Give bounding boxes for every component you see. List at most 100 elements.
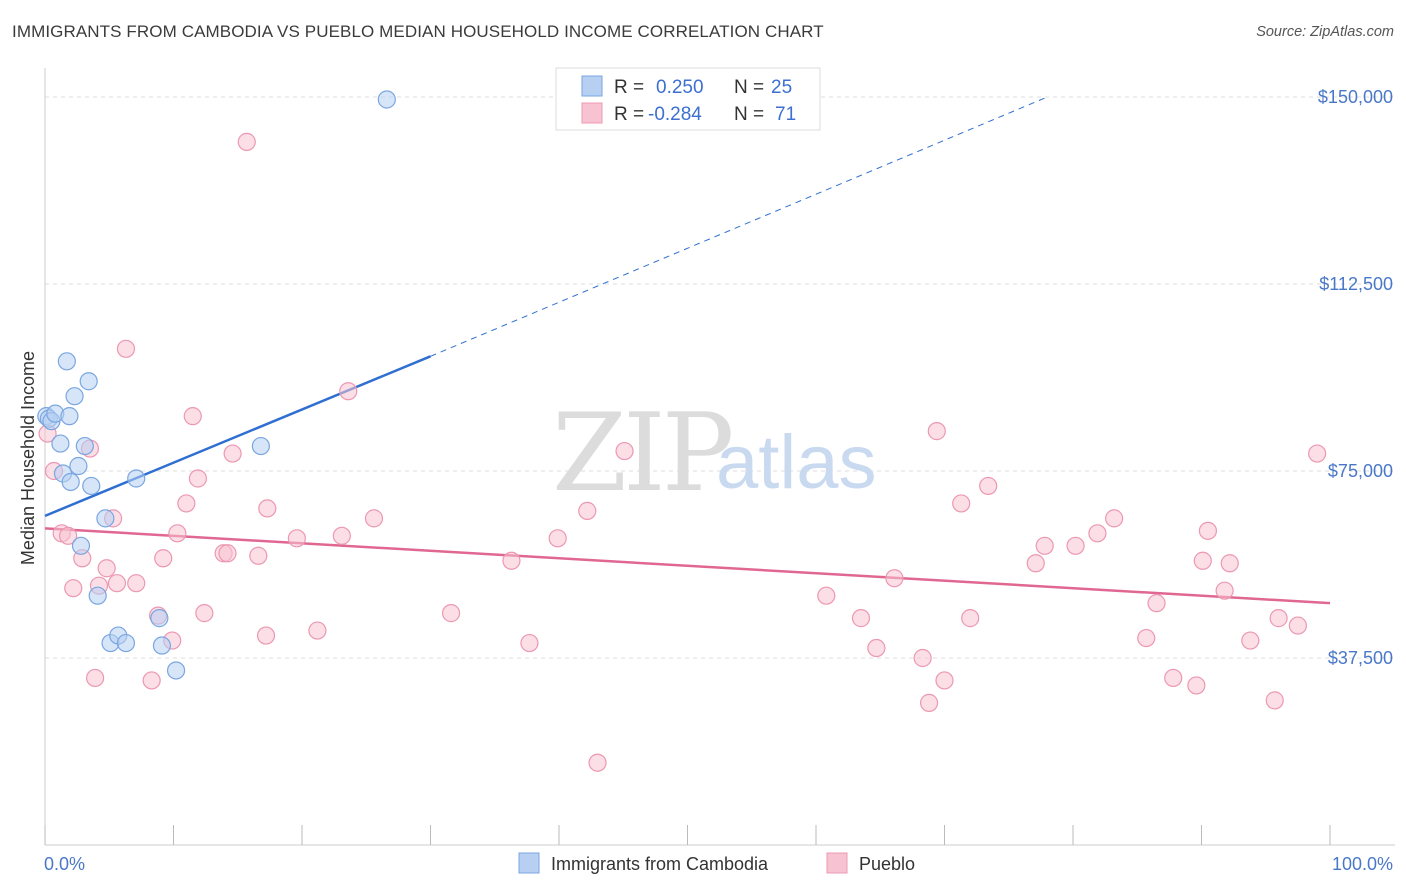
point-pueblo bbox=[1066, 536, 1085, 555]
y-tick-label: $112,500 bbox=[1319, 274, 1393, 294]
chart-title: IMMIGRANTS FROM CAMBODIA VS PUEBLO MEDIA… bbox=[12, 22, 824, 41]
point-cambodia bbox=[57, 352, 76, 371]
point-pueblo bbox=[867, 638, 886, 658]
legend-r-label-2: R = bbox=[614, 104, 644, 125]
point-pueblo bbox=[332, 526, 351, 545]
point-pueblo bbox=[1215, 581, 1234, 600]
point-pueblo bbox=[441, 604, 461, 623]
point-pueblo bbox=[218, 544, 237, 563]
point-pueblo bbox=[1198, 521, 1218, 540]
point-pueblo bbox=[1269, 609, 1288, 628]
point-pueblo bbox=[502, 551, 521, 570]
point-cambodia bbox=[71, 536, 91, 555]
point-pueblo bbox=[256, 626, 276, 645]
point-pueblo bbox=[520, 633, 539, 653]
point-pueblo bbox=[1308, 444, 1327, 463]
point-pueblo bbox=[961, 609, 980, 628]
point-pueblo bbox=[817, 586, 836, 605]
point-cambodia bbox=[82, 476, 101, 496]
point-pueblo bbox=[1147, 594, 1166, 613]
point-pueblo bbox=[107, 574, 127, 593]
point-pueblo bbox=[1220, 554, 1239, 573]
watermark-zip: ZIP bbox=[552, 391, 731, 516]
point-pueblo bbox=[1187, 676, 1206, 695]
legend-n-value-2: 71 bbox=[775, 104, 796, 125]
point-pueblo bbox=[195, 604, 214, 623]
point-pueblo bbox=[287, 529, 306, 548]
point-pueblo bbox=[935, 671, 954, 690]
point-cambodia bbox=[251, 436, 270, 456]
bottom-legend-label-pueblo: Pueblo bbox=[859, 854, 915, 874]
trend-line-cambodia-extrapolated bbox=[430, 96, 1048, 357]
point-pueblo bbox=[142, 671, 161, 690]
point-cambodia bbox=[377, 90, 396, 109]
point-pueblo bbox=[885, 569, 904, 588]
point-cambodia bbox=[116, 633, 136, 653]
bottom-legend: Immigrants from Cambodia Pueblo bbox=[518, 852, 915, 874]
legend-r-value-1: 0.250 bbox=[656, 77, 704, 98]
point-pueblo bbox=[851, 609, 871, 628]
point-pueblo bbox=[952, 494, 971, 513]
point-cambodia bbox=[152, 636, 172, 655]
point-pueblo bbox=[927, 422, 946, 441]
point-pueblo bbox=[1164, 668, 1183, 688]
point-pueblo bbox=[168, 524, 187, 543]
point-cambodia bbox=[61, 472, 80, 492]
point-pueblo bbox=[919, 693, 939, 712]
y-tick-label: $75,000 bbox=[1328, 461, 1393, 481]
point-pueblo bbox=[588, 753, 607, 772]
point-pueblo bbox=[1026, 554, 1045, 573]
x-tick-label-min: 0.0% bbox=[44, 854, 85, 874]
point-cambodia bbox=[60, 407, 79, 426]
legend-r-value-2: -0.284 bbox=[648, 104, 702, 125]
point-pueblo bbox=[116, 339, 136, 358]
y-tick-label: $150,000 bbox=[1318, 87, 1393, 107]
point-pueblo bbox=[548, 529, 567, 548]
bottom-legend-label-cambodia: Immigrants from Cambodia bbox=[551, 854, 769, 874]
point-pueblo bbox=[615, 441, 634, 461]
gridlines bbox=[45, 96, 1395, 659]
y-axis-label: Median Household Income bbox=[18, 351, 38, 565]
bottom-legend-swatch-cambodia bbox=[518, 852, 540, 874]
trend-line-pueblo bbox=[44, 527, 1331, 605]
point-pueblo bbox=[1288, 616, 1307, 635]
point-pueblo bbox=[308, 621, 327, 640]
point-pueblo bbox=[1035, 536, 1054, 555]
point-cambodia bbox=[79, 372, 98, 391]
point-cambodia bbox=[166, 661, 186, 680]
point-pueblo bbox=[64, 579, 83, 598]
point-pueblo bbox=[183, 407, 202, 426]
legend-n-value-1: 25 bbox=[771, 77, 792, 98]
point-cambodia bbox=[65, 387, 84, 406]
point-pueblo bbox=[1265, 691, 1284, 710]
point-pueblo bbox=[913, 648, 932, 668]
data-points bbox=[37, 90, 1327, 772]
legend-swatch-cambodia bbox=[581, 75, 603, 97]
point-pueblo bbox=[237, 132, 256, 151]
point-pueblo bbox=[1241, 631, 1260, 650]
point-cambodia bbox=[150, 609, 169, 628]
axes bbox=[44, 68, 1395, 846]
legend-r-label-1: R = bbox=[614, 77, 644, 98]
watermark-atlas: atlas bbox=[716, 420, 877, 505]
point-pueblo bbox=[97, 559, 116, 578]
point-pueblo bbox=[339, 382, 358, 401]
point-cambodia bbox=[88, 586, 107, 605]
point-cambodia bbox=[69, 456, 88, 476]
chart-source: Source: ZipAtlas.com bbox=[1256, 24, 1394, 40]
point-pueblo bbox=[258, 499, 277, 518]
bottom-legend-swatch-pueblo bbox=[826, 852, 848, 874]
point-cambodia bbox=[51, 434, 70, 453]
point-pueblo bbox=[578, 501, 597, 520]
x-tick-label-max: 100.0% bbox=[1332, 854, 1393, 874]
point-pueblo bbox=[249, 546, 268, 565]
point-cambodia bbox=[127, 469, 146, 488]
legend: R = 0.250 N = 25 R = -0.284 N = 71 bbox=[555, 67, 821, 131]
trend-lines bbox=[44, 96, 1331, 605]
point-pueblo bbox=[1105, 509, 1124, 528]
legend-n-label-2: N = bbox=[734, 104, 764, 125]
point-pueblo bbox=[177, 494, 196, 513]
legend-n-label-1: N = bbox=[734, 77, 764, 98]
point-pueblo bbox=[59, 526, 78, 545]
